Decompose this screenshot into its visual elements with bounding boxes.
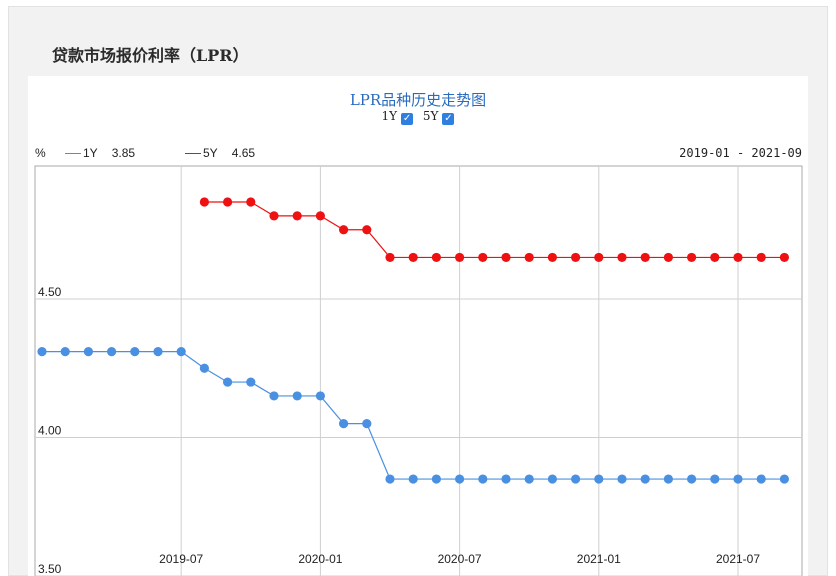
series-1y-point-27 [663, 474, 674, 484]
series-1y-point-7 [199, 363, 209, 373]
legend-1y-name: 1Y [83, 146, 98, 160]
legend-1y[interactable]: 1Y 3.85 [65, 146, 135, 160]
y-tick-label-4.00: 4.00 [38, 423, 62, 437]
series-5y-point-3 [269, 211, 279, 221]
series-5y-point-5 [315, 211, 325, 221]
series-1y-point-17 [431, 474, 441, 484]
series-5y-point-25 [779, 252, 790, 263]
series-1y-point-32 [779, 474, 790, 484]
toggle-1y[interactable]: 1Y ✓ [382, 109, 414, 125]
y-tick-label-3.50: 3.50 [38, 562, 62, 576]
series-5y-line [204, 201, 785, 259]
series-1y-point-1 [60, 347, 70, 357]
plot-frame [34, 165, 803, 576]
series-5y-point-12 [478, 252, 488, 263]
series-1y-point-25 [617, 474, 627, 484]
chart-title: LPR品种历史走势图 [349, 91, 487, 109]
x-tick-label-2021-07: 2021-07 [716, 552, 760, 566]
unit-label: % [35, 146, 46, 160]
x-tick-label-2020-07: 2020-07 [438, 552, 482, 566]
series-5y-point-18 [617, 252, 627, 263]
series-1y-point-22 [547, 474, 558, 484]
series-1y-point-4 [130, 347, 140, 357]
x-tick-label-2019-07: 2019-07 [159, 552, 203, 566]
series-1y-point-13 [339, 419, 349, 429]
series-5y-point-14 [524, 252, 534, 263]
series-5y-point-20 [663, 252, 674, 263]
series-1y-point-26 [640, 474, 650, 484]
series-1y-point-11 [292, 391, 302, 401]
series-1y-point-24 [594, 474, 604, 484]
series-1y-point-21 [524, 474, 534, 484]
y-tick-label-4.50: 4.50 [38, 285, 62, 299]
toggle-1y-label: 1Y [381, 109, 398, 123]
tick-labels: 3.50 4.00 4.50 2019-07 2020-01 2020-07 2021-01… [38, 285, 760, 576]
series-5y-point-0 [199, 197, 209, 207]
page-title: 贷款市场报价利率（LPR） [52, 46, 249, 65]
x-tick-label-2021-01: 2021-01 [577, 552, 621, 566]
series-5y-point-22 [710, 252, 720, 263]
legend-5y-name: 5Y [203, 146, 218, 160]
series-1y-point-20 [501, 474, 511, 484]
series-5y-point-24 [756, 252, 766, 263]
series-1y-point-2 [83, 347, 93, 357]
legend-1y-value: 3.85 [111, 146, 136, 160]
series-1y-point-9 [246, 377, 256, 387]
legend-1y-line-icon [65, 153, 81, 155]
x-tick-label-2020-01: 2020-01 [298, 552, 342, 566]
series-1y-point-31 [756, 474, 766, 484]
series-5y-point-16 [571, 252, 581, 263]
series-5y-point-19 [640, 252, 650, 263]
series-1y-point-14 [362, 419, 372, 429]
series-1y-point-30 [733, 474, 743, 484]
legend-5y-value: 4.65 [231, 146, 256, 160]
series-5y-point-23 [733, 252, 743, 263]
series-1y-line [42, 351, 785, 480]
series-1y-point-29 [710, 474, 720, 484]
legend-5y-line-icon [185, 153, 201, 155]
series-1y-point-8 [223, 377, 233, 387]
series-5y-point-10 [431, 252, 441, 263]
series-1y-point-16 [408, 474, 418, 484]
series-5y-point-4 [292, 211, 302, 221]
toggle-5y[interactable]: 5Y ✓ [423, 109, 455, 125]
checkbox-5y-icon[interactable]: ✓ [442, 113, 455, 125]
lpr-line-chart: 3.50 4.00 4.50 2019-07 2020-01 2020-07 2021-01… [34, 165, 803, 576]
series-5y-point-7 [362, 225, 372, 235]
series-toggles: 1Y ✓ 5Y ✓ [28, 109, 808, 125]
series-1y-point-18 [455, 474, 465, 484]
series-1y-point-15 [385, 474, 395, 484]
legend-5y[interactable]: 5Y 4.65 [185, 146, 255, 160]
series-1y-point-3 [107, 347, 117, 357]
toggle-5y-label: 5Y [422, 109, 439, 123]
series-1y-point-10 [269, 391, 279, 401]
chart-meta-row: % 1Y 3.85 5Y 4.65 2019-01 - 2021-09 [28, 144, 808, 162]
series-layer [37, 197, 790, 484]
grid-lines [34, 165, 803, 576]
series-5y-point-2 [246, 197, 256, 207]
series-1y-point-23 [571, 474, 581, 484]
series-5y-point-13 [501, 252, 511, 263]
series-1y-point-19 [478, 474, 488, 484]
series-1y-point-0 [37, 347, 47, 357]
series-5y-point-21 [687, 252, 697, 263]
series-5y-point-17 [594, 252, 604, 263]
series-5y-point-9 [408, 252, 418, 263]
series-1y-point-12 [315, 391, 325, 401]
series-5y-point-15 [547, 252, 558, 263]
series-1y-point-28 [687, 474, 697, 484]
series-5y-point-1 [223, 197, 233, 207]
series-5y-point-6 [339, 225, 349, 235]
series-1y-point-6 [176, 347, 186, 357]
date-range: 2019-01 - 2021-09 [679, 146, 802, 160]
chart-card: LPR品种历史走势图 1Y ✓ 5Y ✓ % 1Y 3.85 5Y 4.65 2019-… [28, 76, 808, 576]
series-1y-point-5 [153, 347, 163, 357]
checkbox-1y-icon[interactable]: ✓ [401, 113, 414, 125]
series-5y-point-8 [385, 252, 395, 263]
series-5y-point-11 [455, 252, 465, 263]
